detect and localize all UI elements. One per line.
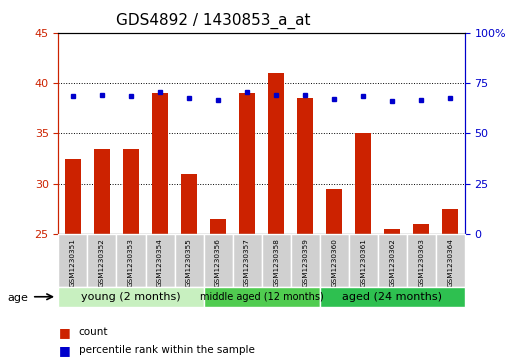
Bar: [181, 174, 197, 234]
Text: ■: ■: [58, 326, 70, 339]
Bar: [355, 133, 371, 234]
Text: GSM1230363: GSM1230363: [418, 238, 424, 287]
Bar: [175, 234, 204, 287]
Text: count: count: [79, 327, 108, 337]
Bar: [320, 234, 348, 287]
Text: middle aged (12 months): middle aged (12 months): [200, 292, 324, 302]
Text: GSM1230357: GSM1230357: [244, 238, 250, 287]
Bar: [384, 229, 400, 234]
Bar: [291, 234, 320, 287]
Text: GSM1230361: GSM1230361: [360, 238, 366, 287]
Bar: [414, 224, 429, 234]
Text: GSM1230355: GSM1230355: [186, 238, 192, 287]
Text: GSM1230358: GSM1230358: [273, 238, 279, 287]
Bar: [204, 287, 320, 307]
Bar: [239, 93, 255, 234]
Text: GSM1230353: GSM1230353: [128, 238, 134, 287]
Text: GDS4892 / 1430853_a_at: GDS4892 / 1430853_a_at: [116, 13, 310, 29]
Bar: [348, 234, 378, 287]
Text: GSM1230351: GSM1230351: [70, 238, 76, 287]
Bar: [145, 234, 175, 287]
Bar: [262, 234, 291, 287]
Text: GSM1230362: GSM1230362: [389, 238, 395, 287]
Bar: [326, 189, 342, 234]
Bar: [123, 148, 139, 234]
Text: GSM1230354: GSM1230354: [157, 238, 163, 287]
Text: ■: ■: [58, 344, 70, 357]
Bar: [58, 234, 87, 287]
Text: GSM1230360: GSM1230360: [331, 238, 337, 287]
Text: percentile rank within the sample: percentile rank within the sample: [79, 345, 255, 355]
Text: GSM1230352: GSM1230352: [99, 238, 105, 287]
Bar: [442, 209, 458, 234]
Bar: [233, 234, 262, 287]
Bar: [58, 287, 204, 307]
Text: age: age: [8, 293, 28, 303]
Text: young (2 months): young (2 months): [81, 292, 181, 302]
Bar: [204, 234, 233, 287]
Text: aged (24 months): aged (24 months): [342, 292, 442, 302]
Bar: [407, 234, 436, 287]
Bar: [378, 234, 407, 287]
Bar: [87, 234, 116, 287]
Text: GSM1230364: GSM1230364: [448, 238, 453, 287]
Bar: [94, 148, 110, 234]
Text: GSM1230356: GSM1230356: [215, 238, 221, 287]
Bar: [210, 219, 226, 234]
Bar: [152, 93, 168, 234]
Bar: [65, 159, 81, 234]
Text: GSM1230359: GSM1230359: [302, 238, 308, 287]
Bar: [320, 287, 465, 307]
Bar: [116, 234, 145, 287]
Bar: [297, 98, 313, 234]
Bar: [436, 234, 465, 287]
Bar: [268, 73, 284, 234]
